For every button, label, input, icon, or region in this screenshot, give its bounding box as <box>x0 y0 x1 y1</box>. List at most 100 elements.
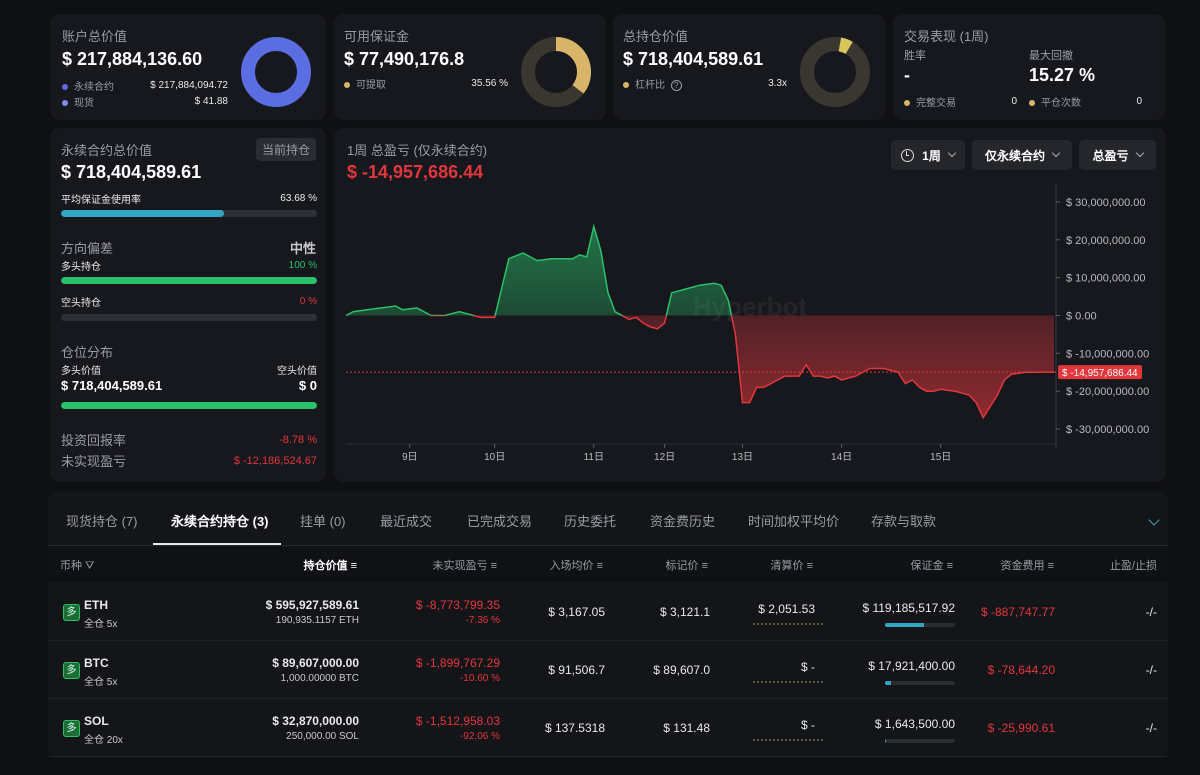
column-header-label: 币种 <box>60 560 82 572</box>
period-dropdown[interactable]: 1周 <box>891 140 965 170</box>
y-tick-label: $ -30,000,000.00 <box>1066 424 1149 436</box>
margin-title: 可用保证金 <box>344 29 410 44</box>
position-qty: 190,935.1157 ETH <box>275 615 359 626</box>
pnl-chart: $ 30,000,000.00 $ 20,000,000.00 $ 10,000,0… <box>345 183 1149 463</box>
perp-title: 永续合约总价值 <box>61 143 153 158</box>
tab-6[interactable]: 资金费历史 <box>650 514 716 529</box>
column-header-label: 入场均价 <box>549 560 594 572</box>
table-header <box>48 546 1168 582</box>
distribution-bar <box>61 402 317 409</box>
period-label: 1周 <box>922 148 941 163</box>
close-count-value: 0 <box>1136 96 1142 107</box>
spot-value: $ 41.88 <box>194 96 228 107</box>
negative-area <box>346 315 1054 418</box>
tab-3[interactable]: 最近成交 <box>380 514 433 529</box>
filter-icon[interactable]: ⛛ <box>82 560 95 572</box>
column-header-4[interactable]: 标记价 ≡ <box>666 557 708 573</box>
sort-icon[interactable]: ≡ <box>593 560 603 572</box>
column-header-8[interactable]: 止盈/止损 <box>1110 557 1157 573</box>
mark-price: $ 89,607.0 <box>653 663 710 677</box>
short-row: 空头持仓 0 % <box>61 294 317 309</box>
sort-icon[interactable]: ≡ <box>487 560 497 572</box>
sort-icon[interactable]: ≡ <box>943 560 953 572</box>
total-position-card: 总持仓价值 $ 718,404,589.61 杠杆比 ? 3.3x <box>613 14 885 120</box>
column-header-label: 标记价 <box>665 560 699 572</box>
scope-dropdown[interactable]: 仅永续合约 <box>972 140 1072 170</box>
long-label: 多头持仓 <box>61 262 101 273</box>
y-tick-label: $ 10,000,000.00 <box>1066 273 1146 285</box>
roi-value: -8.78 % <box>279 433 317 446</box>
table-row[interactable] <box>48 642 1168 699</box>
tab-5[interactable]: 历史委托 <box>564 514 617 529</box>
tab-0[interactable]: 现货持仓 (7) <box>66 514 138 529</box>
account-value-card: 账户总价值 $ 217,884,136.60 永续合约 $ 217,884,09… <box>50 14 326 120</box>
y-tick-label: $ 0.00 <box>1066 311 1097 323</box>
margin-mode: 全仓 5x <box>84 619 118 630</box>
x-tick-label: 11日 <box>584 452 604 463</box>
account-value-title: 账户总价值 <box>62 29 128 44</box>
funding-fee: $ -887,747.77 <box>980 605 1055 619</box>
margin-value: $ 17,921,400.00 <box>868 659 955 673</box>
sort-icon[interactable]: ≡ <box>803 560 813 572</box>
sort-icon[interactable]: ≡ <box>1044 560 1054 572</box>
account-perp-row: 永续合约 $ 217,884,094.72 <box>62 78 228 93</box>
unrealized-pnl: $ -8,773,799.35 <box>415 598 500 612</box>
sort-icon[interactable]: ≡ <box>347 560 357 572</box>
chart-current-value: $ -14,957,686.44 <box>347 162 484 182</box>
long-value: $ 718,404,589.61 <box>61 378 163 393</box>
x-tick-label: 12日 <box>654 452 675 463</box>
positive-line <box>345 223 733 316</box>
tab-7[interactable]: 时间加权平均价 <box>748 514 840 529</box>
long-value-label: 多头价值 <box>61 366 101 377</box>
liquidation-price: $ - <box>800 660 815 674</box>
margin-donut <box>521 37 591 107</box>
clock-icon <box>901 148 915 162</box>
long-badge: 多 <box>63 604 80 621</box>
column-header-label: 资金费用 <box>1000 560 1045 572</box>
y-tick-label: $ 20,000,000.00 <box>1066 235 1146 247</box>
distribution-label: 仓位分布 <box>61 345 114 360</box>
tab-1[interactable]: 永续合约持仓 (3) <box>171 514 269 529</box>
column-header-0[interactable]: 币种 ⛛ <box>60 557 94 573</box>
current-value-tag-label: $ -14,957,686.44 <box>1062 368 1138 379</box>
column-header-3[interactable]: 入场均价 ≡ <box>550 557 603 573</box>
liquidation-distance <box>753 681 823 683</box>
sort-icon[interactable]: ≡ <box>698 560 708 572</box>
column-header-7[interactable]: 资金费用 ≡ <box>1001 557 1054 573</box>
liquidation-distance <box>753 739 823 741</box>
long-badge: 多 <box>63 662 80 679</box>
metric-label: 总盈亏 <box>1092 148 1129 163</box>
tab-2[interactable]: 挂单 (0) <box>300 514 346 529</box>
winrate-value: - <box>904 65 910 85</box>
performance-title: 交易表现 (1周) <box>904 29 989 44</box>
x-tick-label: 10日 <box>484 452 505 463</box>
liquidation-price: $ - <box>800 718 815 732</box>
column-header-1[interactable]: 持仓价值 ≡ <box>304 557 357 573</box>
close-count-row: 平仓次数 0 <box>1029 94 1142 109</box>
tab-8[interactable]: 存款与取款 <box>871 514 937 529</box>
bias-value: 中性 <box>289 241 316 256</box>
perp-summary-card: 永续合约总价值 当前持仓 $ 718,404,589.61 平均保证金使用率 6… <box>50 128 326 482</box>
current-position-tag[interactable]: 当前持仓 <box>255 138 316 161</box>
table-row[interactable] <box>48 584 1168 641</box>
tab-4[interactable]: 已完成交易 <box>467 514 533 529</box>
margin-ratio-bar <box>885 623 955 627</box>
margin-ratio-bar <box>885 739 955 743</box>
position-donut <box>800 37 870 107</box>
x-tick-label: 13日 <box>732 452 753 463</box>
margin-usage-bar <box>61 210 317 217</box>
column-header-5[interactable]: 清算价 ≡ <box>771 557 813 573</box>
column-header-2[interactable]: 未实现盈亏 ≡ <box>433 557 497 573</box>
account-spot-row: 现货 $ 41.88 <box>62 94 228 109</box>
leverage-row: 杠杆比 ? 3.3x <box>623 76 787 91</box>
entry-price: $ 3,167.05 <box>548 605 605 619</box>
upnl-label: 未实现盈亏 <box>61 454 127 469</box>
metric-dropdown[interactable]: 总盈亏 <box>1079 140 1156 170</box>
withdrawable-label: 可提取 <box>356 80 386 91</box>
column-header-6[interactable]: 保证金 ≡ <box>911 557 953 573</box>
perp-label: 永续合约 <box>74 82 114 93</box>
withdrawable-value: 35.56 % <box>471 78 508 89</box>
distribution-labels: 多头价值 空头价值 <box>61 362 317 377</box>
question-icon[interactable]: ? <box>670 80 682 91</box>
table-row[interactable] <box>48 700 1168 757</box>
